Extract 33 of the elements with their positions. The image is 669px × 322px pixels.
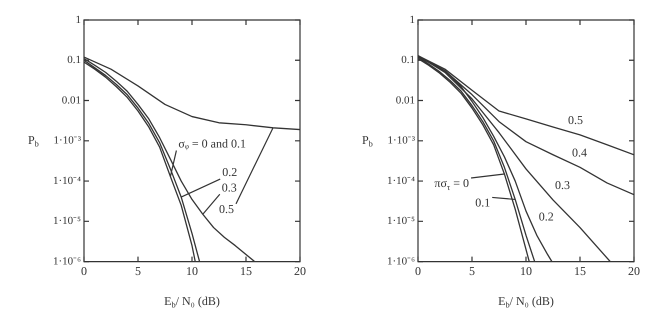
- x-tick-label: 10: [186, 264, 198, 278]
- annotation: 0.2: [538, 209, 554, 224]
- annotation: 0.5: [568, 113, 583, 128]
- y-tick-label: 0.01: [396, 94, 415, 106]
- y-tick-label: 0.1: [401, 54, 415, 66]
- y-tick-label: 1·10⁻⁵: [53, 215, 82, 228]
- x-tick-label: 5: [469, 264, 475, 278]
- annotation: 0.5: [219, 202, 234, 216]
- y-tick-label: 1·10⁻⁴: [53, 174, 82, 187]
- annotation: 0.3: [555, 178, 570, 192]
- y-tick-label: 1·10⁻⁵: [387, 215, 416, 228]
- annotation: 0.4: [572, 145, 587, 160]
- x-tick-label: 15: [240, 264, 252, 278]
- x-tick-label: 0: [415, 264, 421, 278]
- x-tick-label: 10: [520, 264, 532, 278]
- y-tick-label: 1·10⁻⁶: [387, 255, 416, 268]
- y-tick-label: 1·10⁻⁶: [53, 255, 82, 268]
- y-tick-label: 1·10⁻⁴: [387, 174, 416, 187]
- y-tick-label: 0.01: [62, 94, 81, 106]
- x-tick-label: 15: [574, 264, 586, 278]
- y-tick-label: 1·10⁻³: [388, 134, 416, 147]
- y-tick-label: 1: [76, 14, 81, 26]
- annotation: 0.3: [222, 180, 237, 194]
- annotation: σᵩ = 0 and 0.1: [178, 136, 246, 151]
- x-tick-label: 20: [628, 264, 640, 278]
- x-tick-label: 0: [81, 264, 87, 278]
- x-tick-label: 5: [135, 264, 141, 278]
- annotation: 0.2: [222, 165, 238, 180]
- y-tick-label: 0.1: [67, 54, 81, 66]
- y-tick-label: 1·10⁻³: [54, 134, 82, 147]
- x-tick-label: 20: [294, 264, 306, 278]
- y-tick-label: 1: [410, 14, 415, 26]
- annotation: 0.1: [475, 196, 490, 210]
